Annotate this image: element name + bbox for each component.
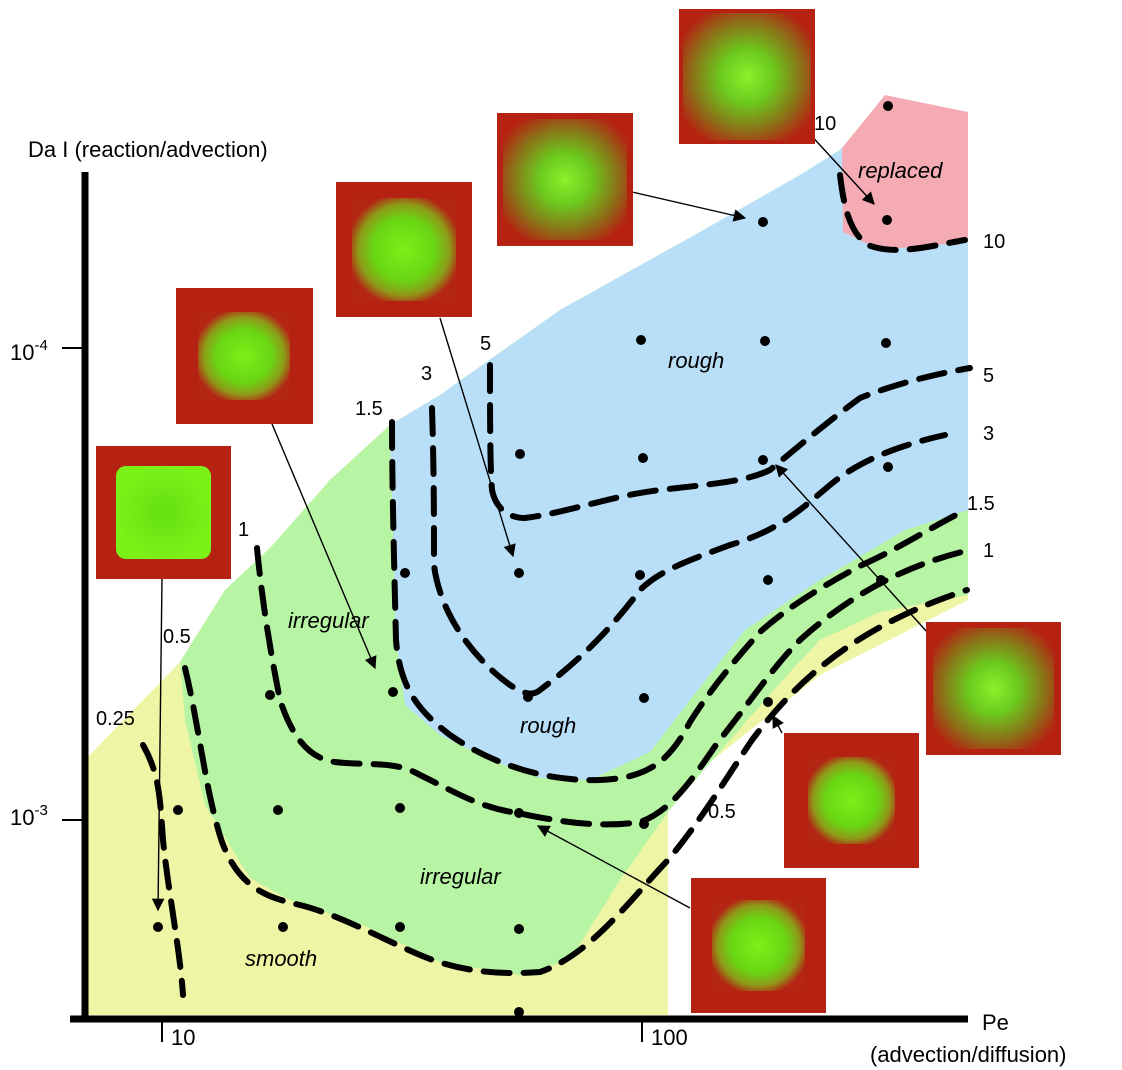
x-tick-label-100: 100 — [651, 1025, 688, 1050]
regime-label-rough-upper: rough — [668, 348, 724, 373]
y-tick-exp: -3 — [34, 802, 47, 819]
regime-labels: smooth irregular irregular rough rough r… — [245, 158, 943, 971]
snapshot-rough-top — [497, 113, 633, 246]
snapshot-irregular-high — [336, 182, 472, 317]
rough-region — [390, 120, 968, 780]
sim-point — [636, 335, 646, 345]
arrow-thumbnail-5 — [807, 131, 875, 205]
sim-point — [514, 924, 524, 934]
contours — [140, 172, 973, 998]
sim-point — [388, 687, 398, 697]
y-tick-base: 10 — [10, 340, 34, 365]
contour-0.25 — [140, 742, 186, 998]
y-tick-label-1e-4: 10-4 — [10, 337, 48, 365]
sim-point — [635, 570, 645, 580]
arrow-thumbnail-1 — [151, 577, 165, 912]
x-tick-label-10: 10 — [171, 1025, 195, 1050]
arrow-thumbnail-7 — [772, 714, 784, 734]
sim-point — [514, 568, 524, 578]
contour-1 — [254, 545, 973, 828]
sim-point — [273, 805, 283, 815]
contour-3 — [429, 405, 948, 697]
contour-label-5: 5 — [480, 333, 491, 355]
snapshot-replaced — [679, 9, 815, 144]
regime-label-rough-lower: rough — [520, 713, 576, 738]
contour-10 — [837, 172, 968, 253]
contour-label-1: 1 — [238, 519, 249, 541]
sim-point — [514, 1007, 524, 1017]
arrow-thumbnail-8 — [536, 825, 691, 909]
contour-label-0.25: 0.25 — [96, 708, 135, 730]
arrow-thumbnail-6 — [775, 464, 929, 634]
sim-point — [153, 922, 163, 932]
contour-label-1-right: 1 — [983, 540, 994, 562]
contour-label-1.5: 1.5 — [355, 398, 383, 420]
snapshot-irregular-low — [176, 288, 313, 424]
y-tick-exp: -4 — [34, 337, 47, 354]
sim-point — [395, 922, 405, 932]
y-tick-base: 10 — [10, 805, 34, 830]
regime-label-irregular-lower: irregular — [420, 864, 502, 889]
sim-point — [265, 690, 275, 700]
x-axis-title-line1: Pe — [982, 1010, 1009, 1035]
sim-point — [758, 217, 768, 227]
contour-label-10-right: 10 — [983, 231, 1005, 253]
contour-label-0.5-right: 0.5 — [708, 801, 736, 823]
sim-point — [515, 449, 525, 459]
y-axis-title: Da I (reaction/advection) — [28, 137, 268, 162]
y-tick-label-1e-3: 10-3 — [10, 802, 48, 830]
simulation-points — [153, 101, 893, 1017]
sim-point — [638, 453, 648, 463]
sim-point — [639, 693, 649, 703]
contour-label-0.5: 0.5 — [163, 626, 191, 648]
arrow-thumbnail-2 — [271, 423, 377, 670]
sim-point — [882, 215, 892, 225]
contour-0.5-left — [182, 587, 970, 976]
contour-label-1.5-right: 1.5 — [967, 493, 995, 515]
contour-labels: 0.25 0.5 1 1.5 3 5 10 10 5 3 1.5 1 0.5 — [96, 113, 1005, 823]
snapshot-thumbnails — [96, 9, 1061, 1013]
regime-label-replaced: replaced — [858, 158, 943, 183]
x-axis-title-line2: (advection/diffusion) — [870, 1042, 1067, 1067]
sim-point — [881, 338, 891, 348]
sim-point — [395, 803, 405, 813]
contour-label-3-right: 3 — [983, 423, 994, 445]
regime-label-irregular-upper: irregular — [288, 608, 370, 633]
arrow-thumbnail-3 — [439, 317, 516, 558]
sim-point — [763, 575, 773, 585]
contour-label-3: 3 — [421, 363, 432, 385]
contour-label-10: 10 — [814, 113, 836, 135]
replaced-region — [842, 95, 968, 250]
snapshot-irregular-bottom — [691, 878, 826, 1013]
sim-point — [173, 805, 183, 815]
sim-point — [883, 462, 893, 472]
sim-point — [763, 697, 773, 707]
sim-point — [758, 455, 768, 465]
snapshot-rough-right — [926, 622, 1061, 755]
sim-point — [400, 568, 410, 578]
sim-point — [883, 101, 893, 111]
regime-label-smooth: smooth — [245, 946, 317, 971]
sim-point — [278, 922, 288, 932]
axes: Da I (reaction/advection) Pe (advection/… — [10, 137, 1067, 1067]
arrow-thumbnail-4 — [631, 191, 747, 222]
snapshot-smooth — [96, 446, 231, 579]
snapshot-irregular-right — [784, 733, 919, 868]
pointer-arrows — [151, 131, 929, 912]
contour-1.5 — [389, 419, 965, 784]
sim-point — [760, 336, 770, 346]
contour-label-5-right: 5 — [983, 365, 994, 387]
